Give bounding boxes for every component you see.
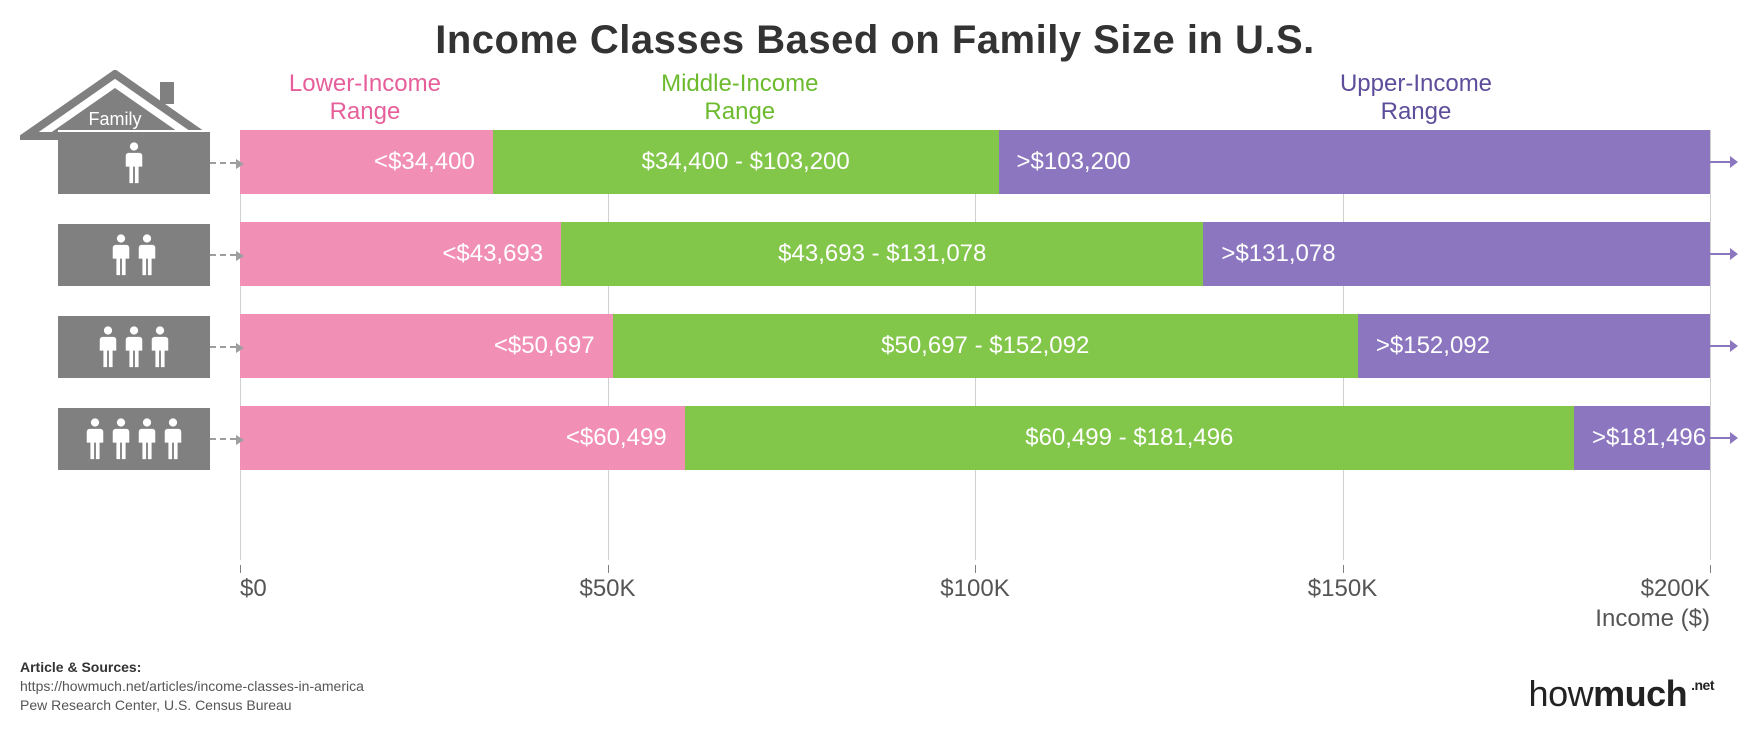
income-row: <$43,693$43,693 - $131,078>$131,078 <box>240 222 1710 286</box>
upper-segment: >$131,078 <box>1203 222 1710 286</box>
axis-tick <box>1343 565 1344 573</box>
overflow-arrow-icon <box>1730 340 1738 352</box>
middle-income-header: Middle-IncomeRange <box>661 70 818 125</box>
person-icon <box>84 416 106 462</box>
upper-segment: >$103,200 <box>999 130 1710 194</box>
middle-segment: $34,400 - $103,200 <box>493 130 999 194</box>
upper-segment: >$181,496 <box>1574 406 1710 470</box>
family-size-column: FamilySize <box>20 70 210 150</box>
middle-segment: $43,693 - $131,078 <box>561 222 1203 286</box>
overflow-arrow-icon <box>1730 156 1738 168</box>
family-size-1 <box>58 130 210 194</box>
overflow-arrow-icon <box>1730 248 1738 260</box>
middle-segment: $60,499 - $181,496 <box>685 406 1574 470</box>
person-icon <box>123 324 145 370</box>
person-icon <box>136 232 158 278</box>
sources-block: Article & Sources: https://howmuch.net/a… <box>20 658 364 715</box>
sources-line: https://howmuch.net/articles/income-clas… <box>20 677 364 696</box>
middle-segment: $50,697 - $152,092 <box>613 314 1358 378</box>
axis-tick <box>975 565 976 573</box>
connector-arrow <box>210 254 236 256</box>
lower-segment: <$43,693 <box>240 222 561 286</box>
upper-income-header: Upper-IncomeRange <box>1340 70 1492 125</box>
axis-tick <box>608 565 609 573</box>
connector-arrow <box>210 162 236 164</box>
family-size-4 <box>58 406 210 470</box>
person-icon <box>97 324 119 370</box>
axis-tick-label: $100K <box>940 575 1009 603</box>
overflow-arrow-stem <box>1710 437 1732 439</box>
axis-tick-label: $150K <box>1308 575 1377 603</box>
column-headers: Lower-IncomeRange Middle-IncomeRange Upper… <box>240 70 1710 130</box>
income-row: <$50,697$50,697 - $152,092>$152,092 <box>240 314 1710 378</box>
family-size-3 <box>58 314 210 378</box>
overflow-arrow-stem <box>1710 345 1732 347</box>
sources-line: Pew Research Center, U.S. Census Bureau <box>20 696 364 715</box>
axis-tick <box>1710 565 1711 573</box>
brand-part1: how <box>1529 673 1594 714</box>
bars-container: <$34,400$34,400 - $103,200>$103,200 <$43,… <box>240 130 1710 560</box>
axis-tick <box>240 565 241 573</box>
upper-segment: >$152,092 <box>1358 314 1710 378</box>
overflow-arrow-icon <box>1730 432 1738 444</box>
lower-income-header: Lower-IncomeRange <box>289 70 441 125</box>
family-size-2 <box>58 222 210 286</box>
lower-segment: <$60,499 <box>240 406 685 470</box>
lower-segment: <$34,400 <box>240 130 493 194</box>
chart-title: Income Classes Based on Family Size in U… <box>0 0 1750 63</box>
lower-segment: <$50,697 <box>240 314 613 378</box>
person-icon <box>149 324 171 370</box>
person-icon <box>162 416 184 462</box>
x-axis-title: Income ($) <box>1595 605 1710 633</box>
connector-arrow <box>210 346 236 348</box>
axis-tick-label: $50K <box>579 575 635 603</box>
brand-part2: much <box>1593 673 1687 714</box>
overflow-arrow-stem <box>1710 253 1732 255</box>
income-row: <$60,499$60,499 - $181,496>$181,496 <box>240 406 1710 470</box>
income-row: <$34,400$34,400 - $103,200>$103,200 <box>240 130 1710 194</box>
axis-tick-label: $0 <box>240 575 267 603</box>
person-icon <box>110 232 132 278</box>
sources-header: Article & Sources: <box>20 658 364 677</box>
chart-plot-area: <$34,400$34,400 - $103,200>$103,200 <$43,… <box>240 130 1710 560</box>
person-icon <box>136 416 158 462</box>
person-icon <box>110 416 132 462</box>
brand-logo: howmuch.net <box>1529 673 1710 715</box>
brand-suffix: .net <box>1691 677 1714 693</box>
x-axis: $0$50K$100K$150K$200K <box>240 565 1710 595</box>
connector-arrow <box>210 438 236 440</box>
overflow-arrow-stem <box>1710 161 1732 163</box>
axis-tick-label: $200K <box>1641 575 1710 603</box>
person-icon <box>123 140 145 186</box>
